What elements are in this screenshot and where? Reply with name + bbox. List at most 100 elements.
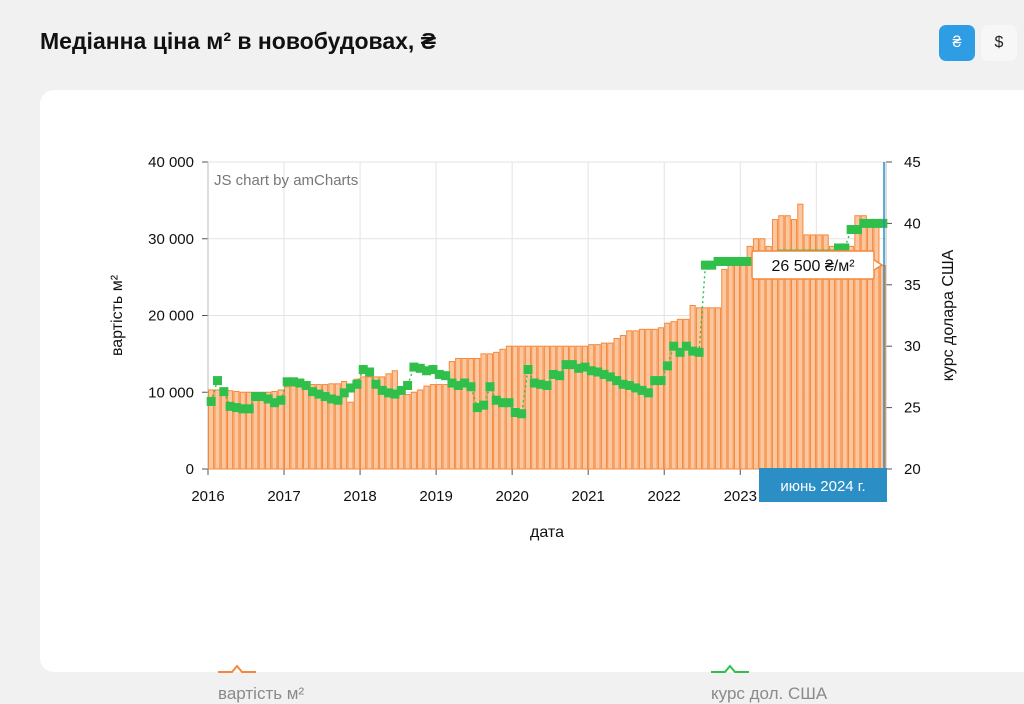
usd-point[interactable] [213, 376, 223, 386]
usd-point[interactable] [276, 395, 286, 405]
usd-point[interactable] [624, 380, 634, 390]
usd-point[interactable] [346, 383, 356, 393]
usd-point[interactable] [669, 341, 679, 351]
usd-point[interactable] [460, 378, 470, 388]
usd-point[interactable] [561, 360, 571, 370]
usd-point[interactable] [631, 383, 641, 393]
usd-point[interactable] [871, 218, 881, 228]
bar[interactable] [581, 345, 588, 470]
usd-point[interactable] [491, 395, 501, 405]
bar[interactable] [847, 245, 855, 470]
usd-point[interactable] [859, 218, 869, 228]
bar[interactable] [607, 342, 614, 470]
bar[interactable] [695, 307, 703, 470]
bar[interactable] [436, 384, 443, 470]
usd-point[interactable] [339, 388, 349, 398]
usd-point[interactable] [612, 376, 622, 386]
bar[interactable] [499, 348, 506, 470]
bar[interactable] [727, 261, 734, 470]
usd-point[interactable] [726, 256, 736, 266]
usd-point[interactable] [643, 388, 653, 398]
usd-point[interactable] [846, 225, 856, 235]
bar[interactable] [575, 345, 582, 470]
bar[interactable] [448, 361, 455, 470]
usd-point[interactable] [422, 366, 432, 376]
usd-point[interactable] [713, 256, 723, 266]
bar[interactable] [518, 345, 525, 470]
bar[interactable] [461, 357, 468, 470]
bar[interactable] [372, 376, 379, 470]
usd-point[interactable] [333, 395, 343, 405]
bar[interactable] [214, 389, 221, 470]
usd-point[interactable] [637, 385, 647, 395]
usd-point[interactable] [840, 243, 850, 253]
bar[interactable] [765, 245, 772, 470]
currency-uah-button[interactable]: ₴ [939, 25, 975, 61]
bar[interactable] [474, 357, 481, 470]
usd-point[interactable] [523, 365, 533, 375]
bar[interactable] [417, 389, 424, 470]
bar[interactable] [322, 384, 329, 470]
usd-point[interactable] [548, 369, 558, 379]
usd-point[interactable] [472, 403, 482, 413]
bar[interactable] [841, 245, 848, 470]
bar[interactable] [341, 381, 348, 470]
bar[interactable] [429, 384, 436, 470]
bar[interactable] [740, 261, 747, 470]
bar[interactable] [486, 353, 493, 470]
bar[interactable] [752, 238, 760, 470]
usd-point[interactable] [225, 401, 235, 411]
usd-point[interactable] [574, 363, 584, 373]
usd-point[interactable] [675, 347, 685, 357]
usd-point[interactable] [206, 396, 216, 406]
usd-point[interactable] [732, 256, 742, 266]
usd-point[interactable] [403, 380, 413, 390]
usd-point[interactable] [567, 360, 577, 370]
usd-point[interactable] [479, 400, 489, 410]
bar[interactable] [334, 383, 341, 470]
bar[interactable] [347, 401, 354, 470]
usd-point[interactable] [358, 365, 368, 375]
usd-point[interactable] [865, 218, 875, 228]
usd-point[interactable] [263, 394, 273, 404]
bar[interactable] [632, 330, 639, 470]
usd-point[interactable] [662, 361, 672, 371]
bar[interactable] [366, 376, 373, 470]
bar[interactable] [657, 327, 665, 470]
bar[interactable] [233, 390, 240, 470]
bar[interactable] [702, 307, 709, 470]
bar[interactable] [227, 390, 234, 470]
usd-point[interactable] [282, 377, 292, 387]
bar[interactable] [613, 338, 620, 470]
bar[interactable] [271, 390, 278, 470]
usd-point[interactable] [485, 382, 495, 392]
bar[interactable] [721, 268, 728, 470]
bar[interactable] [398, 393, 405, 470]
usd-point[interactable] [593, 367, 603, 377]
bar[interactable] [537, 345, 544, 470]
bar[interactable] [670, 321, 677, 470]
usd-point[interactable] [878, 218, 888, 228]
usd-point[interactable] [396, 385, 406, 395]
bar[interactable] [550, 345, 557, 470]
usd-point[interactable] [745, 256, 755, 266]
bar[interactable] [664, 322, 671, 470]
usd-point[interactable] [434, 369, 444, 379]
usd-point[interactable] [833, 243, 843, 253]
bar[interactable] [828, 245, 836, 470]
usd-point[interactable] [219, 387, 229, 397]
bar[interactable] [676, 318, 684, 470]
bar[interactable] [353, 378, 360, 470]
bar[interactable] [284, 386, 291, 470]
bar[interactable] [562, 345, 569, 470]
bar[interactable] [797, 203, 804, 470]
bar[interactable] [588, 344, 595, 470]
usd-point[interactable] [700, 260, 710, 270]
usd-point[interactable] [232, 403, 242, 413]
bar[interactable] [423, 385, 430, 470]
usd-point[interactable] [719, 256, 729, 266]
bar[interactable] [328, 383, 335, 470]
bar[interactable] [531, 345, 538, 470]
bar[interactable] [303, 384, 310, 470]
usd-point[interactable] [650, 376, 660, 386]
